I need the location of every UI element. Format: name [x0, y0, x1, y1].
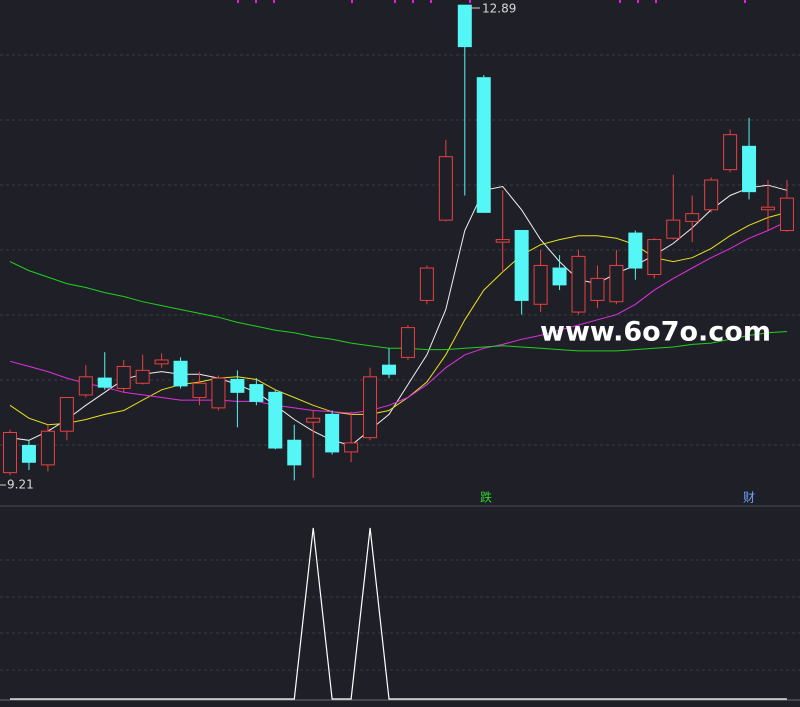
candle-body [609, 264, 624, 303]
candle-body [761, 206, 775, 211]
candle-body [495, 239, 510, 243]
candle-body [230, 378, 245, 393]
candle-body [779, 197, 794, 231]
indicator-line [10, 527, 787, 700]
candle-body [704, 179, 719, 211]
top-markers [237, 0, 746, 3]
candle-body [3, 431, 17, 474]
candle-body [571, 255, 586, 313]
candle-body [306, 417, 321, 423]
moving-average-line [9, 261, 787, 352]
candle-body [287, 439, 302, 466]
candle-body [21, 444, 36, 463]
watermark: www.6o7o.com [540, 317, 771, 348]
high-label: 12.89 [482, 2, 516, 16]
candle-body [78, 376, 93, 396]
candle-body [173, 360, 188, 387]
candle-body [514, 229, 529, 301]
candle-body [476, 77, 491, 213]
candle-body [249, 384, 264, 402]
candle-body [666, 219, 681, 239]
candle-body [533, 264, 548, 305]
moving-average-line [9, 220, 788, 414]
candle-body [192, 382, 207, 399]
candle-body [628, 232, 643, 269]
low-label: 9.21 [7, 478, 34, 492]
candle-body [363, 376, 378, 439]
candle-body [382, 364, 396, 375]
candle-body [116, 365, 131, 389]
candle-body [344, 442, 359, 453]
signal-marker: 跌 [480, 490, 492, 505]
candle-body [400, 327, 415, 358]
candle-body [59, 397, 74, 432]
candle-body [723, 134, 738, 171]
candle-body [647, 239, 662, 276]
candle-body [552, 267, 567, 286]
candle-body [685, 213, 700, 222]
candle-body [154, 359, 169, 365]
candle-body [325, 413, 340, 453]
candle-body [97, 377, 112, 388]
candle-body [457, 4, 472, 48]
grid [0, 54, 800, 671]
candle-body [590, 277, 605, 301]
candle-body [211, 377, 226, 409]
candle-body [438, 156, 453, 221]
candle-body [40, 430, 55, 466]
candle-body [268, 391, 283, 449]
candle-body [135, 369, 150, 384]
candle-body [742, 145, 757, 193]
signal-marker: 财 [743, 491, 755, 505]
candle-body [419, 267, 434, 301]
